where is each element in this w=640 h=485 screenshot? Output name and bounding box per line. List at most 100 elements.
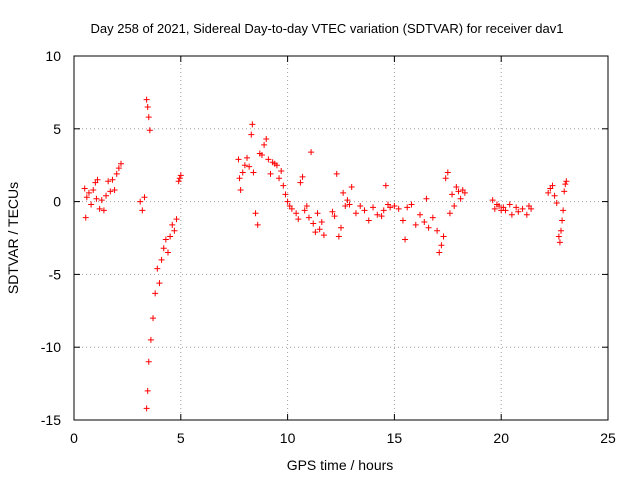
data-series	[489, 197, 535, 218]
data-series	[545, 178, 570, 246]
data-point	[263, 135, 270, 142]
data-point	[248, 131, 255, 138]
data-point	[446, 210, 453, 217]
data-point	[107, 188, 114, 195]
data-point	[429, 214, 436, 221]
data-point	[169, 221, 176, 228]
data-point	[391, 202, 398, 209]
data-point	[113, 170, 120, 177]
data-point	[244, 154, 251, 161]
data-point	[82, 214, 89, 221]
data-point	[103, 192, 110, 199]
data-point	[154, 265, 161, 272]
data-point	[145, 358, 152, 365]
data-point	[261, 141, 268, 148]
data-point	[282, 191, 289, 198]
y-tick-label: 5	[53, 121, 61, 137]
data-point	[357, 202, 364, 209]
data-point	[320, 232, 327, 239]
data-point	[558, 227, 565, 234]
data-point	[241, 162, 248, 169]
data-point	[559, 217, 566, 224]
data-point	[453, 184, 460, 191]
data-point	[417, 211, 424, 218]
data-series	[81, 160, 124, 221]
x-tick-label: 10	[280, 430, 296, 446]
data-point	[387, 204, 394, 211]
data-point	[555, 233, 562, 240]
data-point	[167, 233, 174, 240]
data-point	[374, 211, 381, 218]
data-point	[408, 201, 415, 208]
data-point	[461, 189, 468, 196]
data-point	[137, 198, 144, 205]
y-axis-label: SDTVAR / TECUs	[5, 182, 21, 294]
data-point	[146, 127, 153, 134]
data-point	[562, 181, 569, 188]
data-point	[561, 188, 568, 195]
data-point	[100, 207, 107, 214]
data-point	[344, 197, 351, 204]
x-tick-label: 5	[177, 430, 185, 446]
data-point	[236, 175, 243, 182]
data-point	[342, 202, 349, 209]
x-axis-label: GPS time / hours	[287, 457, 394, 473]
data-point	[88, 201, 95, 208]
data-point	[340, 189, 347, 196]
data-point	[144, 387, 151, 394]
grid-layer	[74, 56, 608, 420]
data-point	[451, 202, 458, 209]
data-point	[288, 205, 295, 212]
data-point	[506, 201, 513, 208]
data-point	[297, 179, 304, 186]
data-point	[455, 188, 462, 195]
data-point	[171, 227, 178, 234]
data-point	[515, 208, 522, 215]
data-point	[442, 175, 449, 182]
data-point	[284, 198, 291, 205]
data-point	[434, 227, 441, 234]
x-tick-label: 15	[387, 430, 403, 446]
data-point	[115, 165, 122, 172]
data-point	[489, 197, 496, 204]
data-point	[380, 207, 387, 214]
data-point	[237, 186, 244, 193]
y-tick-label: 0	[53, 194, 61, 210]
data-point	[254, 221, 261, 228]
data-point	[139, 207, 146, 214]
data-point	[438, 242, 445, 249]
data-point	[365, 217, 372, 224]
data-point	[395, 205, 402, 212]
data-point	[156, 280, 163, 287]
data-point	[310, 220, 317, 227]
data-point	[252, 210, 259, 217]
data-point	[335, 233, 342, 240]
data-series	[137, 96, 184, 412]
data-point	[105, 178, 112, 185]
data-point	[278, 168, 285, 175]
data-point	[402, 236, 409, 243]
data-point	[404, 204, 411, 211]
data-series	[329, 169, 468, 256]
x-tick-label: 25	[600, 430, 616, 446]
data-point	[318, 218, 325, 225]
data-point	[280, 182, 287, 189]
y-tick-label: 10	[45, 48, 61, 64]
data-point	[549, 182, 556, 189]
x-tick-label: 20	[493, 430, 509, 446]
data-point	[250, 169, 257, 176]
data-point	[449, 191, 456, 198]
x-tick-label: 0	[70, 430, 78, 446]
data-point	[556, 239, 563, 246]
data-point	[563, 178, 570, 185]
data-point	[338, 224, 344, 231]
data-point	[144, 103, 151, 110]
data-point	[346, 201, 353, 208]
data-point	[158, 256, 165, 263]
data-point	[551, 192, 558, 199]
data-point	[258, 152, 265, 159]
data-point	[143, 405, 150, 412]
